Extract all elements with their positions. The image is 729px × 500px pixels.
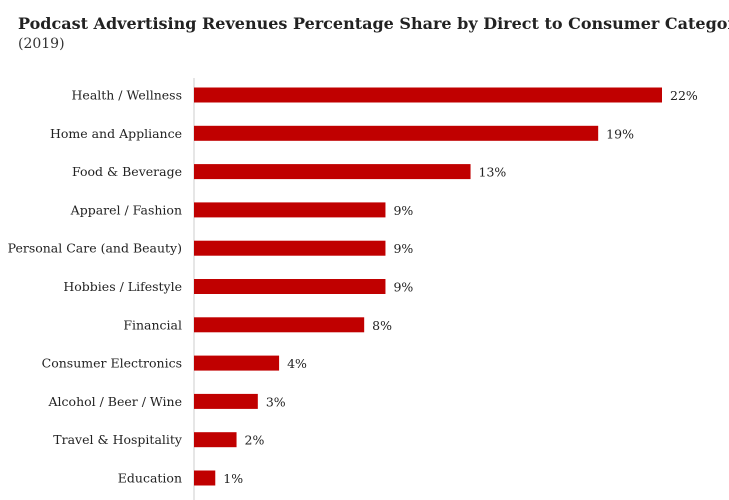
data-label: 3% [266, 394, 286, 409]
bar [194, 87, 662, 103]
chart-title-text: Podcast Advertising Revenues Percentage … [18, 14, 729, 33]
category-label: Apparel / Fashion [70, 202, 182, 217]
data-label: 9% [393, 203, 413, 218]
bar [194, 317, 365, 333]
bar [194, 279, 386, 294]
chart-subtitle: (2019) [18, 36, 65, 52]
data-label: 22% [670, 88, 698, 103]
bar [194, 202, 386, 218]
data-label: 2% [245, 433, 265, 448]
data-label: 8% [372, 318, 392, 333]
bars-group: Health / Wellness 22% Home and Appliance 19… [8, 87, 698, 486]
data-label: 9% [393, 241, 413, 256]
category-label: Hobbies / Lifestyle [63, 279, 182, 294]
category-label: Education [118, 471, 182, 486]
category-label: Consumer Electronics [42, 356, 182, 371]
bar [194, 125, 599, 141]
bar [194, 393, 258, 409]
data-label: 9% [393, 280, 413, 295]
bar [194, 355, 280, 371]
bar [194, 432, 237, 448]
bar [194, 240, 386, 256]
bar [194, 164, 471, 180]
data-label: 1% [223, 471, 243, 486]
chart-title: Podcast Advertising Revenues Percentage … [18, 14, 729, 33]
category-label: Travel & Hospitality [53, 432, 183, 447]
category-label: Food & Beverage [72, 164, 182, 179]
data-label: 4% [287, 356, 307, 371]
bar [194, 470, 216, 486]
category-label: Home and Appliance [50, 126, 182, 141]
category-label: Alcohol / Beer / Wine [48, 394, 182, 409]
category-label: Personal Care (and Beauty) [8, 241, 182, 256]
data-label: 19% [606, 126, 634, 141]
category-label: Health / Wellness [72, 88, 182, 103]
category-label: Financial [123, 317, 182, 332]
data-label: 13% [479, 165, 507, 180]
